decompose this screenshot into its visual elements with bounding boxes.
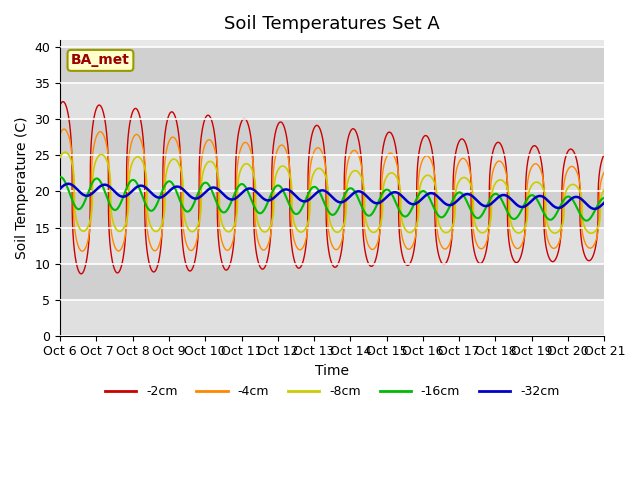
Text: BA_met: BA_met bbox=[71, 53, 130, 67]
Bar bbox=[60, 156, 604, 192]
Bar bbox=[60, 264, 604, 300]
Bar bbox=[60, 84, 604, 120]
X-axis label: Time: Time bbox=[316, 364, 349, 378]
Bar bbox=[60, 228, 604, 264]
Legend: -2cm, -4cm, -8cm, -16cm, -32cm: -2cm, -4cm, -8cm, -16cm, -32cm bbox=[100, 380, 564, 403]
Bar bbox=[60, 48, 604, 84]
Bar bbox=[60, 120, 604, 156]
Bar bbox=[60, 300, 604, 336]
Y-axis label: Soil Temperature (C): Soil Temperature (C) bbox=[15, 117, 29, 259]
Title: Soil Temperatures Set A: Soil Temperatures Set A bbox=[225, 15, 440, 33]
Bar bbox=[60, 192, 604, 228]
